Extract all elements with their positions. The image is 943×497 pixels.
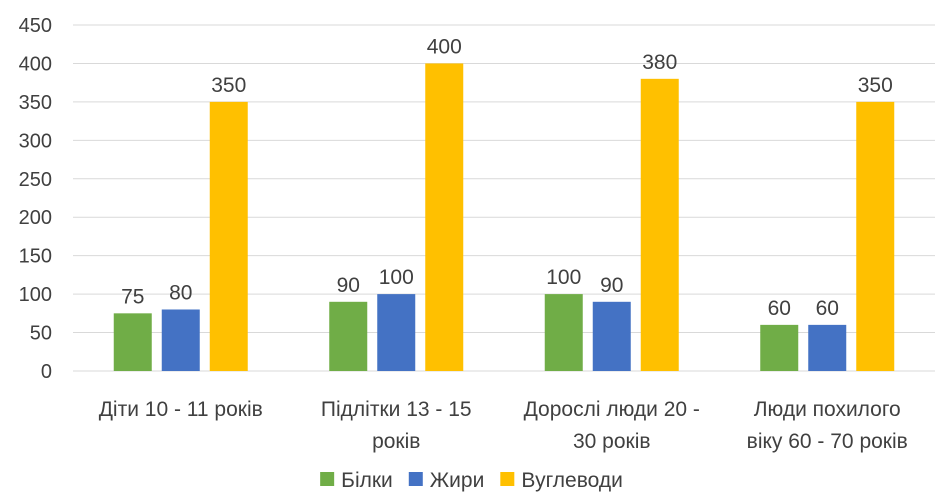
bar — [544, 294, 583, 371]
data-label: 90 — [600, 274, 623, 297]
legend-swatch — [320, 472, 335, 486]
y-tick-label: 350 — [19, 92, 52, 114]
bar — [209, 101, 248, 371]
y-tick-label: 400 — [19, 53, 52, 75]
data-label: 60 — [816, 297, 839, 320]
y-tick-label: 300 — [19, 130, 52, 152]
data-label: 350 — [858, 74, 893, 97]
data-label: 80 — [169, 281, 192, 304]
bar — [856, 101, 895, 371]
category-label: Підлітки 13 - 15 — [321, 398, 472, 421]
category-label: Діти 10 - 11 років — [99, 398, 263, 421]
y-tick-label: 250 — [19, 169, 52, 191]
bar — [113, 313, 152, 371]
legend: Білки Жири Вуглеводи — [320, 469, 623, 492]
category-label: 30 років — [573, 430, 651, 453]
bar — [377, 294, 416, 371]
y-tick-label: 50 — [30, 323, 52, 345]
category-label: Люди похилого — [754, 398, 901, 421]
data-labels: 75 80 350 90 100 400 100 90 380 60 60 350 — [121, 35, 893, 319]
legend-swatch — [408, 472, 423, 486]
legend-label: Білки — [341, 469, 393, 492]
gridlines — [73, 24, 935, 372]
y-tick-label: 100 — [19, 284, 52, 306]
data-label: 75 — [121, 285, 144, 308]
bars — [113, 63, 895, 372]
y-axis-tick-labels: 0 50 100 150 200 250 300 350 400 450 — [19, 15, 52, 383]
data-label: 90 — [337, 274, 360, 297]
bar — [760, 324, 799, 371]
data-label: 60 — [768, 297, 791, 320]
category-label: віку 60 - 70 років — [747, 430, 908, 453]
legend-swatch — [500, 472, 515, 486]
y-tick-label: 450 — [19, 15, 52, 37]
category-label: Дорослі люди 20 - — [524, 398, 700, 421]
data-label: 100 — [546, 266, 581, 289]
data-label: 380 — [642, 51, 677, 74]
legend-label: Вуглеводи — [521, 469, 623, 492]
y-tick-label: 200 — [19, 207, 52, 229]
y-tick-label: 150 — [19, 246, 52, 268]
bar — [640, 78, 679, 372]
data-label: 350 — [211, 74, 246, 97]
category-label: років — [372, 430, 420, 453]
legend-label: Жири — [430, 469, 485, 492]
data-label: 400 — [427, 35, 462, 58]
bar — [329, 301, 368, 371]
bar — [161, 309, 200, 371]
bar — [425, 63, 464, 371]
bar — [808, 324, 847, 371]
data-label: 100 — [379, 266, 414, 289]
bar — [592, 301, 631, 371]
y-tick-label: 0 — [41, 361, 52, 383]
category-labels: Діти 10 - 11 років Підлітки 13 - 15 років Д… — [99, 398, 908, 453]
